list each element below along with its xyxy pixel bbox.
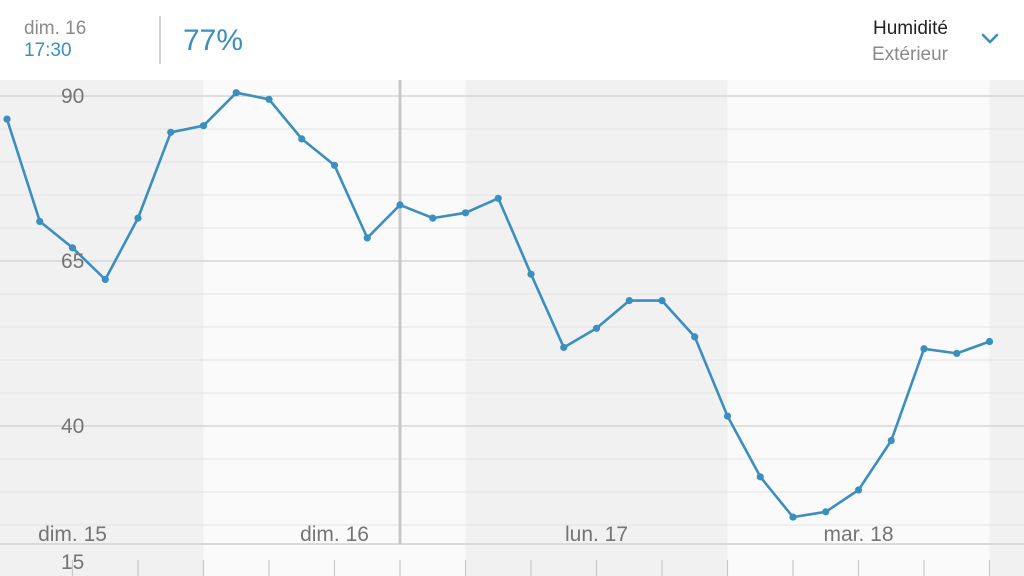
data-point[interactable] xyxy=(101,275,109,284)
y-tick-label: 90 xyxy=(61,85,84,108)
data-point[interactable] xyxy=(854,486,863,494)
data-point[interactable] xyxy=(920,345,928,353)
sensor-name: Humidité xyxy=(873,18,948,39)
data-point[interactable] xyxy=(330,161,339,169)
data-point[interactable] xyxy=(560,343,568,352)
data-point[interactable] xyxy=(691,333,699,341)
data-point[interactable] xyxy=(461,209,470,217)
data-point[interactable] xyxy=(3,115,11,123)
data-point[interactable] xyxy=(68,244,77,252)
day-band xyxy=(727,80,990,576)
y-tick-label: 65 xyxy=(61,250,84,273)
data-point[interactable] xyxy=(134,214,142,222)
selected-value: 77% xyxy=(183,24,244,57)
data-point[interactable] xyxy=(723,412,732,420)
x-tick-label: mar. 18 xyxy=(823,523,893,546)
data-point[interactable] xyxy=(985,337,994,346)
x-tick-label: dim. 16 xyxy=(300,523,369,546)
data-point[interactable] xyxy=(789,513,797,521)
data-point[interactable] xyxy=(265,95,273,103)
sensor-dropdown[interactable]: Humidité Extérieur xyxy=(804,16,1004,70)
y-tick-label: 15 xyxy=(61,551,84,574)
data-point[interactable] xyxy=(363,234,371,242)
chevron-down-icon[interactable] xyxy=(980,32,1000,46)
y-tick-label: 40 xyxy=(61,415,84,438)
day-band xyxy=(989,80,1024,576)
data-point[interactable] xyxy=(756,473,764,481)
data-point[interactable] xyxy=(494,194,502,202)
data-point[interactable] xyxy=(527,270,535,278)
data-point[interactable] xyxy=(592,324,601,332)
sensor-location: Extérieur xyxy=(871,44,948,65)
day-band xyxy=(203,80,466,576)
x-tick-label: dim. 15 xyxy=(38,523,107,546)
data-point[interactable] xyxy=(298,135,306,143)
data-point[interactable] xyxy=(429,214,437,222)
data-point[interactable] xyxy=(232,89,240,97)
day-band xyxy=(0,80,204,576)
data-point[interactable] xyxy=(822,508,830,516)
selected-time: 17:30 xyxy=(24,40,72,61)
header-divider xyxy=(159,16,161,64)
x-tick-label: lun. 17 xyxy=(565,523,628,546)
data-point[interactable] xyxy=(953,349,961,357)
data-point[interactable] xyxy=(199,122,208,130)
data-point[interactable] xyxy=(658,297,666,305)
data-point[interactable] xyxy=(887,436,895,445)
header-bar: dim. 16 17:30 77% Humidité Extérieur xyxy=(0,0,1024,80)
data-point[interactable] xyxy=(625,297,633,305)
data-point[interactable] xyxy=(396,201,404,209)
data-point[interactable] xyxy=(36,217,44,225)
data-point[interactable] xyxy=(167,128,175,136)
selected-date: dim. 16 xyxy=(24,18,87,39)
